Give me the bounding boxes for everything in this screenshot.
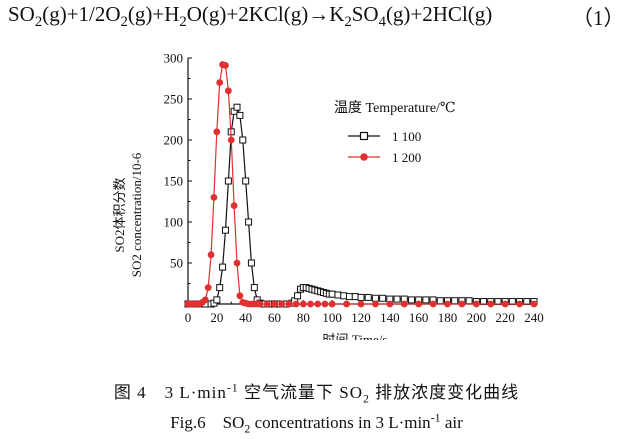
y-tick-label: 200 xyxy=(164,133,184,148)
point-1200 xyxy=(299,300,307,308)
point-1100 xyxy=(465,297,473,305)
point-1100 xyxy=(294,292,302,300)
point-1200 xyxy=(321,300,329,308)
point-1100 xyxy=(224,177,232,185)
point-1100 xyxy=(233,103,241,111)
x-tick-label: 180 xyxy=(438,310,458,325)
point-1200 xyxy=(233,259,241,267)
point-1100 xyxy=(371,294,379,302)
x-tick-label: 200 xyxy=(467,310,487,325)
x-tick-label: 120 xyxy=(351,310,371,325)
point-1200 xyxy=(429,300,437,308)
point-1100 xyxy=(328,290,336,298)
point-1100 xyxy=(334,291,342,299)
point-1200 xyxy=(386,300,394,308)
point-1200 xyxy=(285,300,293,308)
point-1100 xyxy=(213,296,221,304)
point-1200 xyxy=(516,300,523,308)
y-tick-label: 100 xyxy=(164,215,184,230)
point-1100 xyxy=(436,297,444,305)
point-1100 xyxy=(379,294,387,302)
point-1200 xyxy=(213,128,221,136)
legend-label-1200: 1 200 xyxy=(392,150,421,165)
point-1200 xyxy=(458,300,466,308)
point-1200 xyxy=(292,300,300,308)
point-1200 xyxy=(415,300,423,308)
y-tick-label: 50 xyxy=(170,256,183,271)
point-1200 xyxy=(230,202,238,210)
point-1200 xyxy=(357,300,365,308)
y-tick-label: 150 xyxy=(164,174,184,189)
so2-concentration-chart: 0 20 40 60 80 100 120 140 160 180 200 220 240 50 100 15… xyxy=(112,51,544,341)
point-1100 xyxy=(393,295,401,303)
point-1200 xyxy=(222,61,229,69)
point-1200 xyxy=(400,300,408,308)
point-1100 xyxy=(247,259,255,267)
point-1100 xyxy=(357,293,365,301)
x-tick-label: 100 xyxy=(322,310,342,325)
legend-label-1100: 1 100 xyxy=(392,129,421,144)
y-axis-title-cn: SO2体积分数 xyxy=(112,177,127,252)
point-1100 xyxy=(351,293,359,301)
point-1200 xyxy=(271,300,278,308)
x-axis-title: 时间 Time/s xyxy=(323,332,388,340)
point-1100 xyxy=(236,111,244,119)
point-1100 xyxy=(239,136,247,144)
legend: 温度 Temperature/℃ 1 100 1 200 xyxy=(334,100,456,165)
x-tick-label: 140 xyxy=(380,310,400,325)
y-axis-title-en: SO2 concentration/10-6 xyxy=(129,152,144,277)
point-1200 xyxy=(263,300,271,308)
point-1100 xyxy=(345,293,353,301)
y-tick-label: 250 xyxy=(164,92,184,107)
x-tick-label: 240 xyxy=(524,310,544,325)
point-1200 xyxy=(204,284,212,291)
point-1200 xyxy=(487,300,495,308)
point-1200 xyxy=(328,300,336,308)
legend-title: 温度 Temperature/℃ xyxy=(334,100,456,116)
point-1200 xyxy=(444,300,451,308)
point-1100 xyxy=(245,218,253,226)
equation-number: （1） xyxy=(572,6,625,30)
point-1200 xyxy=(201,296,209,304)
point-1200 xyxy=(314,300,322,308)
point-1200 xyxy=(227,136,235,144)
point-1200 xyxy=(256,300,264,308)
reaction-equation: SO2(g)+1/2O2(g)+H2O(g)+2KCl(g)→K2SO4(g)+… xyxy=(8,2,493,31)
point-1200 xyxy=(236,292,244,300)
point-1200 xyxy=(372,300,379,308)
x-tick-label: 0 xyxy=(185,310,192,325)
point-1200 xyxy=(472,300,480,308)
point-1200 xyxy=(207,251,215,259)
point-1200 xyxy=(530,300,538,308)
point-1100 xyxy=(219,263,227,271)
point-1200 xyxy=(343,300,350,308)
point-1200 xyxy=(501,300,509,308)
legend-marker-1200 xyxy=(360,153,368,161)
point-1100 xyxy=(451,297,459,305)
x-tick-label: 60 xyxy=(268,310,281,325)
x-tick-label: 80 xyxy=(297,310,310,325)
point-1200 xyxy=(224,87,232,95)
point-1200 xyxy=(307,300,314,308)
legend-marker-1100 xyxy=(359,131,369,141)
point-1100 xyxy=(250,284,258,292)
point-1100 xyxy=(242,177,250,185)
point-1200 xyxy=(210,194,218,201)
x-tick-label: 40 xyxy=(239,310,252,325)
point-1100 xyxy=(216,284,224,292)
point-1100 xyxy=(364,293,372,301)
point-1100 xyxy=(407,296,415,304)
y-tick-label: 300 xyxy=(164,51,184,66)
figure-caption-en: Fig.6 SO2 concentrations in 3 L·min-1 ai… xyxy=(170,410,463,436)
x-tick-label: 20 xyxy=(210,310,223,325)
point-1100 xyxy=(340,292,348,300)
x-tick-label: 220 xyxy=(495,310,515,325)
point-1200 xyxy=(278,300,286,308)
figure-caption-cn: 图 4 3 L·min-1 空气流量下 SO2 排放浓度变化曲线 xyxy=(113,380,520,406)
x-tick-label: 160 xyxy=(409,310,429,325)
point-1200 xyxy=(216,79,224,86)
point-1100 xyxy=(422,296,430,304)
point-1100 xyxy=(221,226,229,234)
